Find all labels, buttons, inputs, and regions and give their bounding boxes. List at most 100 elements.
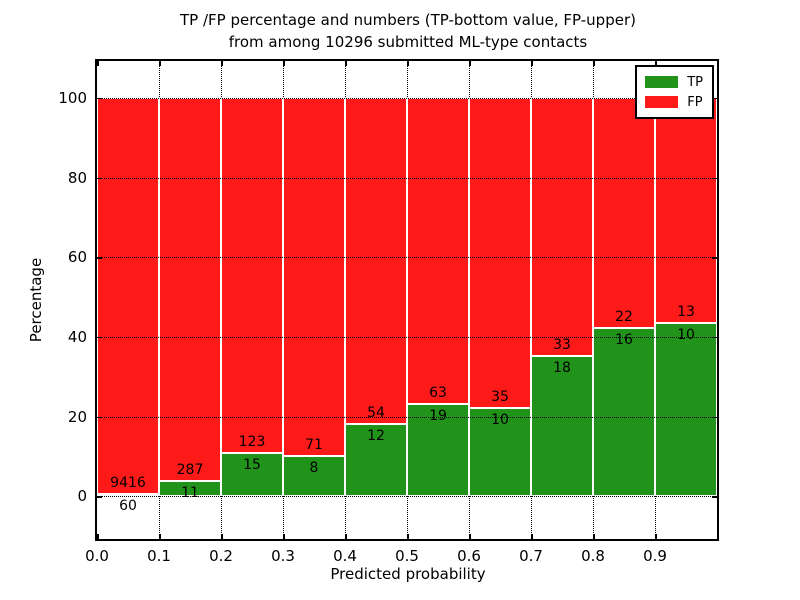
fp-count-label: 13 — [677, 303, 695, 320]
tp-count-label: 10 — [677, 326, 695, 343]
x-tick-label: 0.9 — [643, 547, 667, 565]
chart-title-line1: TP /FP percentage and numbers (TP-bottom… — [180, 11, 636, 29]
fp-count-label: 33 — [553, 336, 571, 353]
x-tick-label: 0.2 — [209, 547, 233, 565]
y-tick-label: 100 — [58, 88, 87, 107]
tp-bar-segment — [407, 403, 469, 497]
horizontal-gridline — [97, 97, 717, 99]
plot-area: TP FP 9416 60 287 11 123 15 71 8 54 12 63 19 35 10 33 18… — [95, 59, 719, 541]
x-tick-mark-top — [407, 61, 409, 66]
fp-bar-segment — [97, 97, 159, 494]
x-tick-label: 0.3 — [271, 547, 295, 565]
x-tick-mark — [593, 534, 595, 539]
y-tick-mark-right — [712, 416, 717, 418]
x-tick-mark — [407, 534, 409, 539]
x-tick-mark-top — [159, 61, 161, 66]
y-tick-mark-right — [712, 496, 717, 498]
tp-bar-segment — [469, 407, 531, 497]
y-tick-label: 80 — [67, 168, 87, 187]
x-tick-mark — [221, 534, 223, 539]
y-tick-label: 60 — [67, 248, 87, 267]
y-tick-label: 0 — [77, 487, 87, 506]
legend-item-tp: TP — [645, 72, 703, 92]
chart-title: TP /FP percentage and numbers (TP-bottom… — [97, 9, 719, 53]
x-tick-mark-top — [531, 61, 533, 66]
x-tick-label: 0.5 — [395, 547, 419, 565]
tp-count-label: 15 — [243, 456, 261, 473]
fp-bar-segment — [655, 97, 717, 323]
tp-count-label: 18 — [553, 359, 571, 376]
x-tick-mark-top — [655, 61, 657, 66]
fp-bar-segment — [531, 97, 593, 356]
x-tick-label: 0.8 — [581, 547, 605, 565]
y-tick-mark — [97, 336, 102, 339]
fp-count-label: 54 — [367, 404, 385, 421]
fp-bar-segment — [593, 97, 655, 329]
y-tick-label: 40 — [67, 327, 87, 346]
y-tick-mark — [97, 416, 102, 418]
y-tick-mark — [97, 97, 102, 100]
legend-swatch-fp-icon — [645, 96, 679, 108]
fp-bar-segment — [345, 97, 407, 424]
tp-count-label: 10 — [491, 411, 509, 428]
horizontal-gridline — [97, 416, 717, 418]
x-tick-mark-top — [593, 61, 595, 66]
x-tick-mark — [531, 534, 533, 539]
fp-bar-segment — [469, 97, 531, 408]
y-tick-label: 20 — [67, 407, 87, 426]
horizontal-gridline — [97, 257, 717, 259]
x-tick-label: 0.4 — [333, 547, 357, 565]
x-tick-label: 0.7 — [519, 547, 543, 565]
x-tick-label: 0.1 — [147, 547, 171, 565]
tp-count-label: 11 — [181, 485, 199, 502]
x-tick-mark — [283, 534, 285, 539]
fp-count-label: 22 — [615, 309, 633, 326]
fp-count-label: 9416 — [110, 474, 146, 491]
x-tick-mark-top — [221, 61, 223, 66]
fp-count-label: 287 — [176, 462, 204, 479]
y-tick-mark — [97, 496, 102, 498]
fp-bar-segment — [159, 97, 221, 482]
tp-count-label: 19 — [429, 407, 447, 424]
tp-bar-segment — [97, 493, 159, 497]
y-tick-mark — [97, 177, 102, 179]
x-axis-label: Predicted probability — [330, 565, 486, 583]
tp-bar-segment — [283, 455, 345, 497]
legend: TP FP — [635, 65, 714, 119]
legend-label: FP — [687, 94, 703, 110]
x-tick-mark — [159, 534, 161, 539]
fp-bar-segment — [407, 97, 469, 404]
x-tick-mark — [469, 534, 471, 539]
fp-count-label: 123 — [238, 433, 266, 450]
tp-bar-segment — [345, 423, 407, 497]
fp-count-label: 63 — [429, 384, 447, 401]
tp-bar-segment — [655, 322, 717, 497]
tp-bar-segment — [159, 481, 221, 497]
tp-bar-segment — [221, 452, 283, 497]
x-tick-mark — [655, 534, 657, 539]
tp-count-label: 16 — [615, 332, 633, 349]
chart-title-line2: from among 10296 submitted ML-type conta… — [228, 33, 588, 51]
legend-label: TP — [687, 74, 703, 90]
fp-bar-segment — [221, 97, 283, 453]
x-tick-label: 0.0 — [85, 547, 109, 565]
x-tick-label: 0.6 — [457, 547, 481, 565]
tp-count-label: 8 — [309, 459, 319, 476]
legend-swatch-tp-icon — [645, 76, 679, 88]
x-tick-mark-top — [97, 61, 99, 66]
y-tick-mark-right — [712, 97, 717, 100]
legend-item-fp: FP — [645, 92, 703, 112]
horizontal-gridline — [97, 177, 717, 179]
y-tick-mark-right — [712, 177, 717, 179]
x-tick-mark — [345, 534, 347, 539]
x-tick-mark-top — [345, 61, 347, 66]
fp-bar-segment — [283, 97, 345, 456]
tp-bar-segment — [531, 355, 593, 497]
fp-count-label: 35 — [491, 388, 509, 405]
x-tick-mark — [97, 534, 99, 539]
fp-count-label: 71 — [305, 436, 323, 453]
y-tick-mark-right — [712, 336, 717, 339]
x-tick-mark-top — [283, 61, 285, 66]
horizontal-gridline — [97, 496, 717, 498]
